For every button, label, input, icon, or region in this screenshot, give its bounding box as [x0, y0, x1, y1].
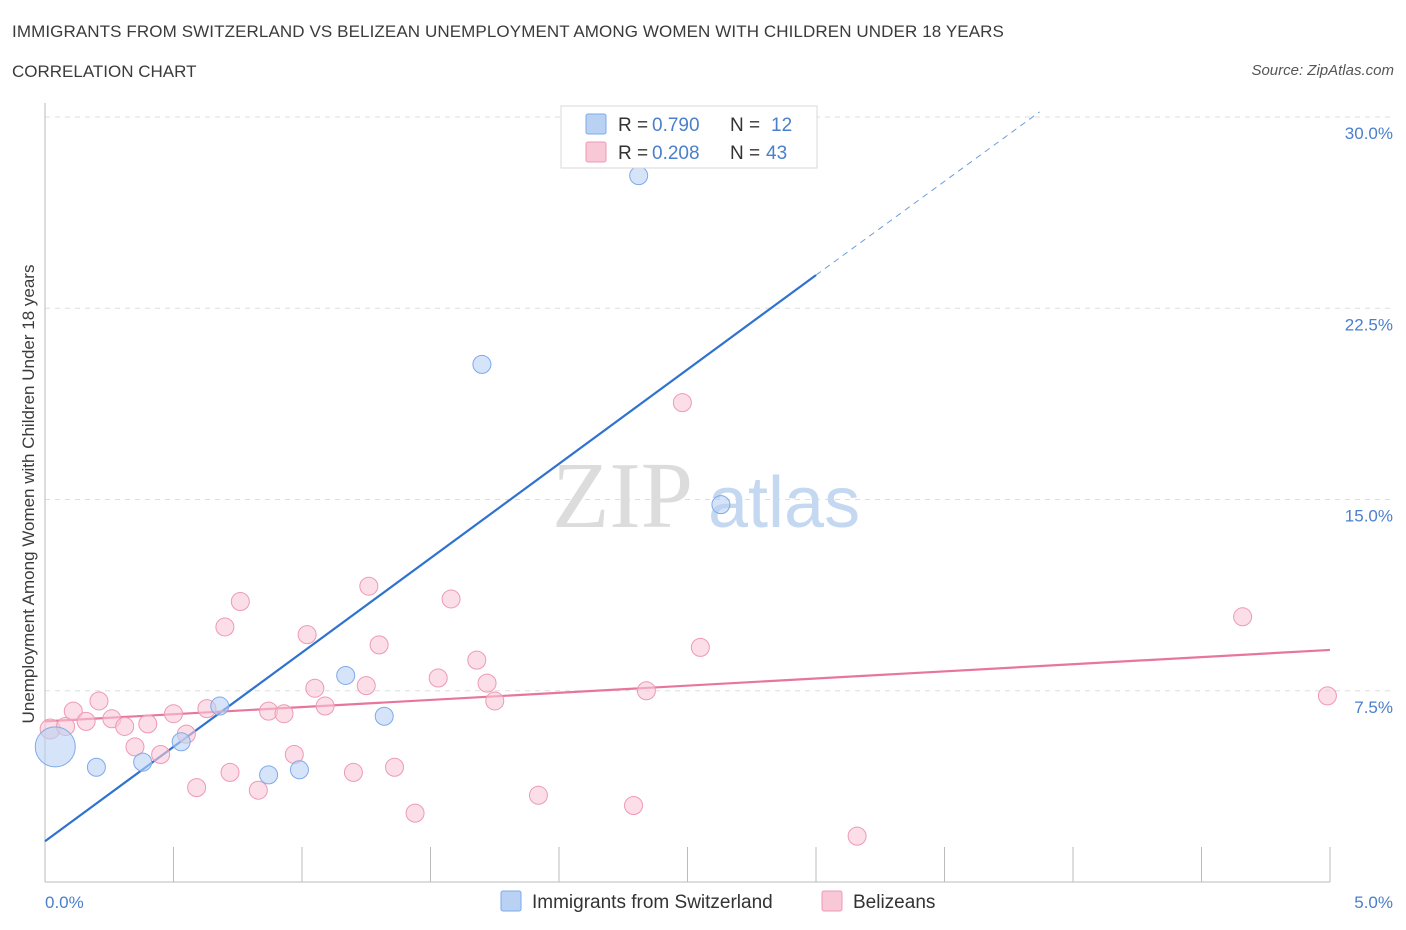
- y-tick-label: 22.5%: [1345, 315, 1393, 334]
- data-point-belizeans: [125, 737, 145, 757]
- watermark-zip: ZIP: [552, 444, 693, 548]
- data-point-belizeans: [359, 576, 379, 596]
- legend-n-value-belizeans: 43: [766, 143, 787, 164]
- x-tick-label-min: 0.0%: [45, 893, 84, 912]
- data-point-belizeans: [1317, 686, 1337, 706]
- data-point-belizeans: [215, 617, 235, 637]
- data-point-belizeans: [230, 592, 250, 611]
- data-point-belizeans: [274, 704, 294, 724]
- data-point-belizeans: [76, 711, 96, 731]
- data-point-switzerland: [133, 752, 153, 772]
- data-point-switzerland: [336, 665, 356, 685]
- data-point-belizeans: [477, 673, 497, 693]
- legend-swatch-belizeans: [585, 141, 607, 163]
- data-point-belizeans: [315, 696, 335, 716]
- series-legend-swatch-belizeans: [821, 890, 843, 912]
- data-point-switzerland: [210, 696, 230, 716]
- source-credit: Source: ZipAtlas.com: [1251, 62, 1394, 79]
- data-point-belizeans: [138, 714, 158, 734]
- points-layer: [34, 166, 1337, 846]
- data-point-belizeans: [690, 637, 710, 657]
- data-point-belizeans: [151, 745, 171, 764]
- data-point-switzerland: [289, 760, 309, 780]
- y-tick-label: 7.5%: [1354, 698, 1393, 717]
- data-point-belizeans: [405, 803, 425, 823]
- data-point-belizeans: [385, 757, 405, 777]
- legend-n-label-belizeans: N =: [730, 143, 760, 164]
- legend-n-value-switzerland: 12: [771, 115, 792, 136]
- data-point-belizeans: [220, 762, 240, 782]
- data-point-belizeans: [343, 762, 363, 782]
- series-legend-label-switzerland: Immigrants from Switzerland: [532, 892, 773, 913]
- data-point-belizeans: [297, 625, 317, 645]
- chart-title: IMMIGRANTS FROM SWITZERLAND VS BELIZEAN …: [12, 22, 1004, 41]
- data-point-belizeans: [115, 716, 135, 736]
- x-tick-label-max: 5.0%: [1354, 893, 1393, 912]
- data-point-belizeans: [89, 691, 109, 711]
- data-point-belizeans: [624, 796, 644, 815]
- data-point-belizeans: [305, 678, 325, 698]
- legend-r-value-switzerland: 0.790: [652, 115, 700, 136]
- data-point-belizeans: [847, 826, 867, 846]
- legend-r-label-switzerland: R =: [618, 115, 648, 136]
- legend-r-value-belizeans: 0.208: [652, 143, 700, 164]
- axis-layer: 7.5% 15.0% 22.5% 30.0% 0.0% 5.0%: [44, 103, 1393, 912]
- data-point-belizeans: [636, 681, 656, 701]
- trend-line-belizeans: [44, 648, 1331, 723]
- chart-subtitle: CORRELATION CHART: [12, 62, 197, 81]
- data-point-switzerland: [629, 166, 649, 186]
- series-legend-swatch-switzerland: [500, 890, 522, 912]
- data-point-belizeans: [441, 589, 461, 609]
- y-axis-label: Unemployment Among Women with Children U…: [19, 265, 38, 724]
- series-legend-label-belizeans: Belizeans: [853, 892, 935, 913]
- data-point-switzerland: [711, 495, 731, 515]
- data-point-belizeans: [467, 650, 487, 670]
- data-point-belizeans: [428, 668, 448, 688]
- trend-line-extension-switzerland: [815, 111, 1040, 276]
- series-legend: Immigrants from Switzerland Belizeans: [500, 890, 935, 913]
- data-point-belizeans: [356, 676, 376, 696]
- watermark-atlas: atlas: [708, 463, 860, 543]
- data-point-belizeans: [369, 635, 389, 655]
- data-point-switzerland: [472, 354, 492, 374]
- data-point-belizeans: [1233, 607, 1253, 627]
- legend-r-label-belizeans: R =: [618, 143, 648, 164]
- legend-swatch-switzerland: [585, 113, 607, 135]
- data-point-switzerland: [171, 732, 191, 752]
- data-point-belizeans: [672, 393, 692, 413]
- data-point-belizeans: [187, 778, 207, 798]
- data-point-switzerland: [374, 706, 394, 726]
- data-point-belizeans: [528, 785, 548, 805]
- data-point-switzerland: [86, 757, 106, 777]
- data-point-switzerland: [34, 726, 76, 768]
- data-point-belizeans: [248, 780, 268, 800]
- data-point-belizeans: [485, 691, 505, 711]
- y-tick-label: 30.0%: [1345, 124, 1393, 143]
- legend-n-label-switzerland: N =: [730, 115, 760, 136]
- data-point-belizeans: [164, 704, 183, 724]
- data-point-switzerland: [259, 765, 279, 785]
- y-tick-label: 15.0%: [1345, 507, 1393, 526]
- watermark: ZIP atlas: [552, 444, 860, 548]
- stats-legend: R = 0.790 N = 12 R = 0.208 N = 43: [560, 105, 818, 169]
- data-point-belizeans: [63, 701, 83, 721]
